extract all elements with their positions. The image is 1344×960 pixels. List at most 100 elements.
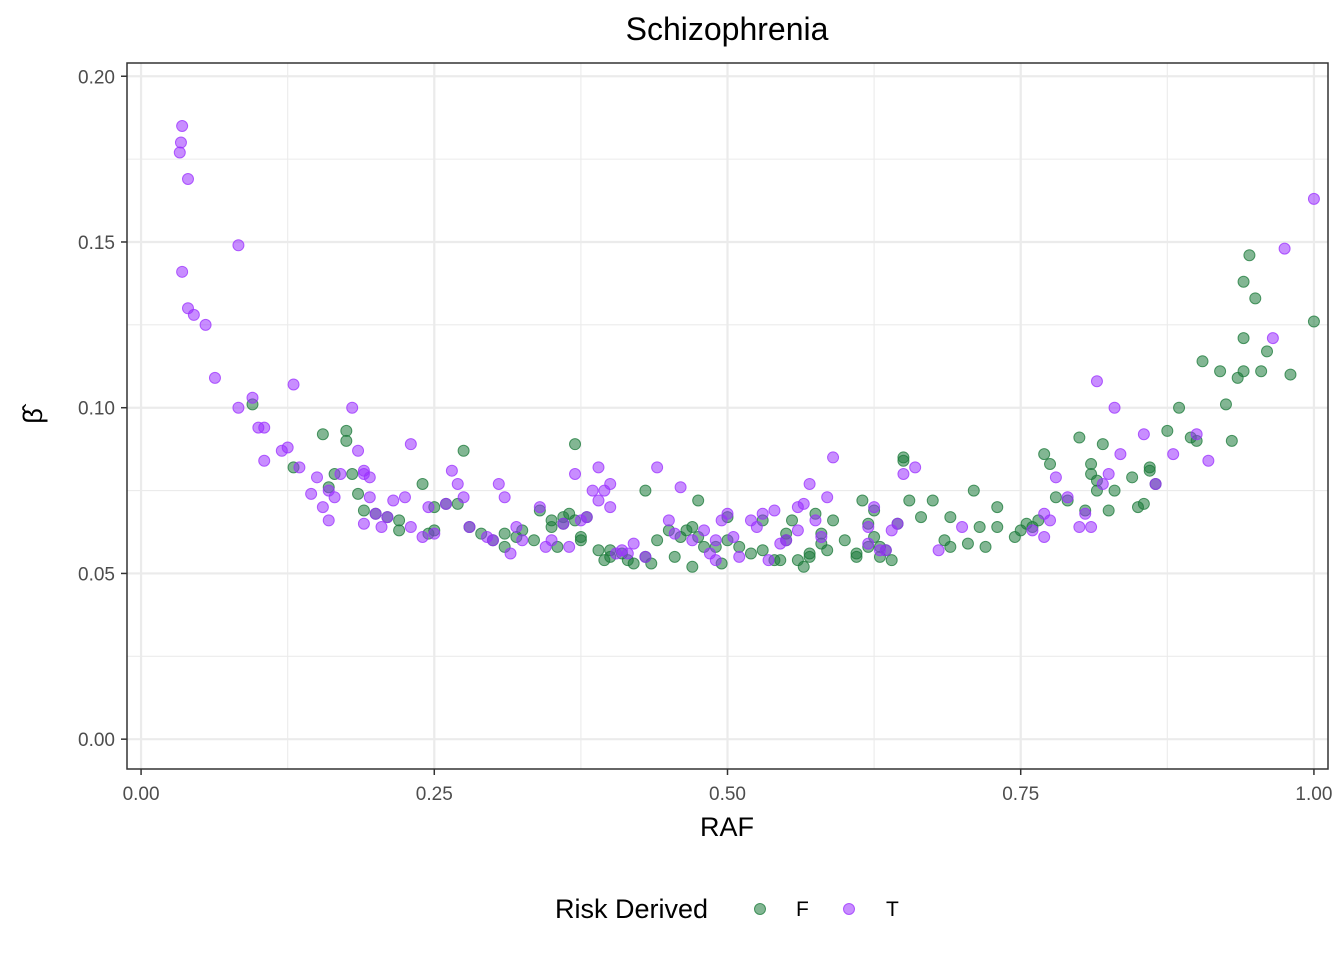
data-point-f [592,544,605,557]
legend-label-t: T [886,898,899,921]
data-point-t [422,501,435,514]
data-point-t [293,461,306,474]
data-point-t [346,401,359,414]
data-point-f [1237,275,1250,288]
data-point-f [639,484,652,497]
legend-key-t [843,903,855,915]
legend-label-f: F [796,898,809,921]
data-point-t [281,441,294,454]
data-point-t [709,554,722,567]
data-point-t [891,517,904,530]
data-point-t [868,501,881,514]
data-point-t [580,511,593,524]
data-point-t [387,494,400,507]
legend-key-f [754,903,766,915]
data-point-t [187,308,200,321]
data-point-t [498,491,511,504]
chart-title: Schizophrenia [626,11,829,47]
data-point-t [404,521,417,534]
data-point-t [381,511,394,524]
data-point-f [357,504,370,517]
data-point-f [756,544,769,557]
y-tick-label: 0.10 [78,399,115,420]
data-point-f [1255,365,1268,378]
data-point-f [393,514,406,527]
y-tick-label: 0.00 [78,730,115,751]
data-point-t [1108,401,1121,414]
data-point-f [967,484,980,497]
data-point-f [340,434,353,447]
data-point-t [516,534,529,547]
data-point-t [932,544,945,557]
data-point-t [639,550,652,563]
data-point-t [879,544,892,557]
data-point-f [1137,497,1150,510]
data-point-f [498,527,511,540]
data-point-t [398,491,411,504]
data-point-t [492,477,505,490]
data-point-t [287,378,300,391]
y-tick-label: 0.15 [78,233,115,254]
data-point-t [604,501,617,514]
legend: Risk Derived F T [555,894,899,924]
data-point-f [1161,424,1174,437]
data-point-t [173,146,186,159]
data-point-f [1108,484,1121,497]
data-point-t [174,136,187,149]
data-point-f [393,524,406,537]
y-tick-label: 0.20 [78,67,115,88]
data-point-f [1237,332,1250,345]
data-point-t [1202,454,1215,467]
data-point-f [316,428,329,441]
data-point-t [428,527,441,540]
major-gridlines [127,63,1328,769]
data-point-t [1073,521,1086,534]
data-point-t [1044,514,1057,527]
x-tick-label: 0.25 [416,784,453,805]
data-point-t [510,521,523,534]
data-point-f [692,494,705,507]
data-point-t [404,438,417,451]
data-point-f [1085,458,1098,471]
data-point-f [1173,401,1186,414]
data-point-t [232,401,245,414]
data-point-t [909,461,922,474]
data-point-t [627,537,640,550]
data-point-t [563,540,576,553]
data-point-t [545,534,558,547]
data-point-f [973,521,986,534]
data-point-f [1243,249,1256,262]
data-point-t [592,494,605,507]
data-point-f [686,521,699,534]
data-point-t [463,521,476,534]
data-point-f [545,521,558,534]
data-point-t [809,514,822,527]
data-point-t [762,554,775,567]
data-point-t [305,487,318,500]
data-point-t [176,265,189,278]
data-point-t [756,507,769,520]
data-point-f [340,424,353,437]
data-point-f [903,494,916,507]
data-point-t [586,484,599,497]
data-points [173,119,1320,573]
x-tick-label: 0.75 [1002,784,1039,805]
data-point-t [311,471,324,484]
data-point-t [862,521,875,534]
data-point-t [662,514,675,527]
data-point-t [721,507,734,520]
data-point-t [1026,524,1039,537]
data-point-t [208,371,221,384]
data-point-t [1096,477,1109,490]
data-point-t [827,451,840,464]
data-point-t [651,461,664,474]
data-point-t [416,530,429,543]
data-point-f [668,550,681,563]
data-point-t [821,491,834,504]
data-point-f [1214,365,1227,378]
data-point-f [627,557,640,570]
data-point-f [686,560,699,573]
data-point-t [686,534,699,547]
data-point-f [574,534,587,547]
